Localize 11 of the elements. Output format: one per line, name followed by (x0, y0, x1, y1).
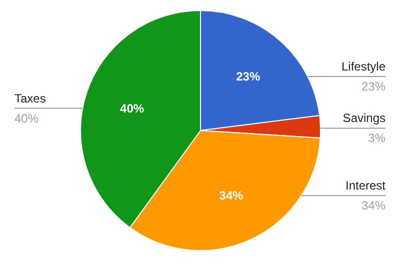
slice-label: Lifestyle (341, 59, 386, 74)
slice-label: Interest (345, 178, 386, 193)
data-label: 34% (219, 188, 244, 203)
data-label: 23% (236, 69, 260, 84)
text: 23% (361, 79, 386, 94)
text: 34% (361, 198, 386, 213)
data-label: 40% (120, 101, 144, 116)
slice-label: Taxes (14, 91, 46, 106)
data-label: 3% (368, 131, 386, 146)
slice-label: Savings (342, 111, 386, 126)
text: 40% (14, 111, 39, 126)
